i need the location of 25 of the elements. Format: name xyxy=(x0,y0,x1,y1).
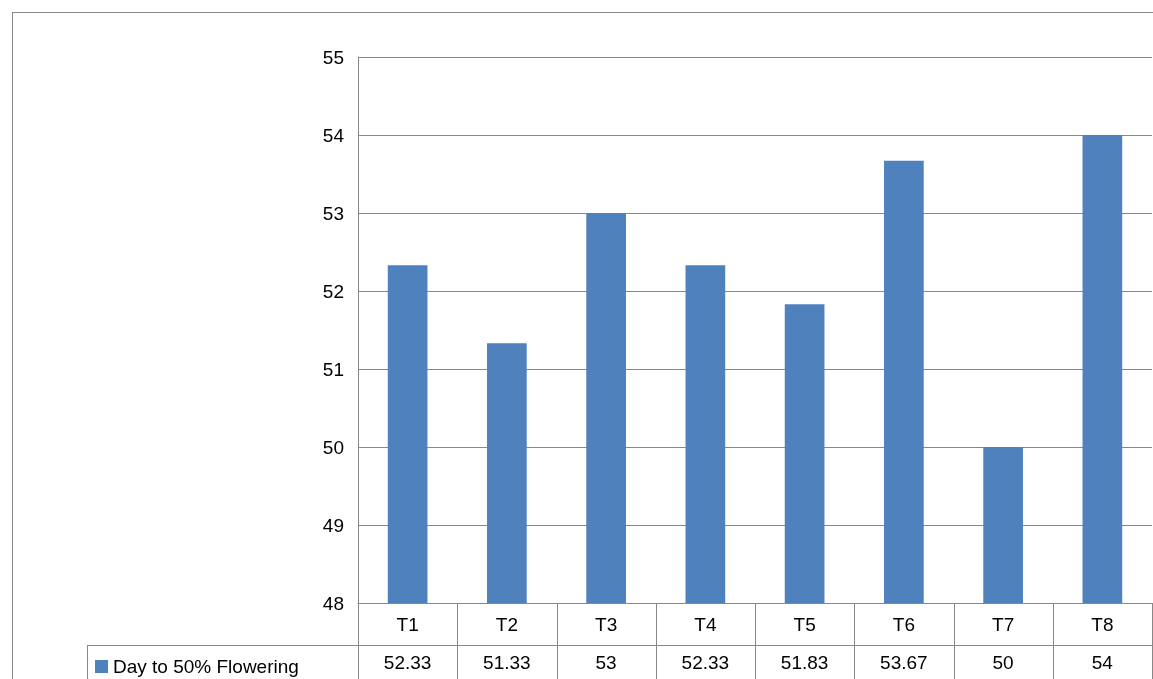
data-label: 52.33 xyxy=(382,651,433,675)
data-label: 50 xyxy=(991,651,1015,675)
data-label: 51.83 xyxy=(779,651,830,675)
y-tick-label: 52 xyxy=(322,280,344,302)
x-tick-label: T4 xyxy=(694,614,717,635)
x-tick-label: T5 xyxy=(793,614,816,635)
x-tick-label: T8 xyxy=(1091,614,1114,635)
data-label: 53 xyxy=(594,651,618,675)
data-label: 52.33 xyxy=(680,651,731,675)
data-label: 53.67 xyxy=(879,651,929,675)
y-tick-label: 54 xyxy=(322,124,345,146)
legend-label: Day to 50% Flowering xyxy=(113,656,299,677)
y-tick-label: 51 xyxy=(322,358,344,380)
y-tick-label: 50 xyxy=(322,436,344,458)
x-tick-label: T1 xyxy=(396,614,419,635)
x-tick-label: T7 xyxy=(992,614,1015,635)
x-tick-label: T6 xyxy=(892,614,915,635)
y-tick-label: 55 xyxy=(322,46,344,68)
y-tick-label: 53 xyxy=(322,202,344,224)
y-tick-label: 48 xyxy=(322,592,344,614)
x-tick-label: T2 xyxy=(495,614,518,635)
x-tick-label: T3 xyxy=(595,614,618,635)
data-label: 54 xyxy=(1090,651,1114,675)
y-tick-label: 49 xyxy=(322,514,344,536)
data-label: 51.33 xyxy=(482,651,532,675)
